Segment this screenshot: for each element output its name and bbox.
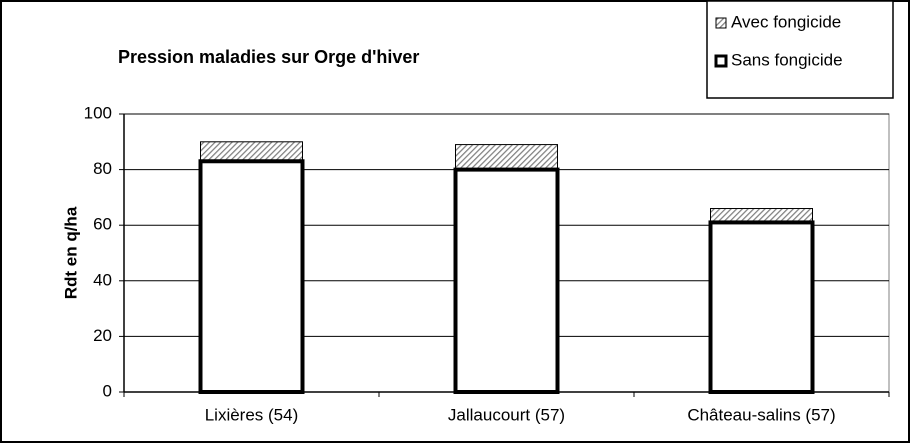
y-tick-label: 80: [93, 159, 112, 178]
legend-box: [706, 0, 894, 99]
x-tick-label: Jallaucourt (57): [448, 405, 565, 424]
legend-swatch: [715, 17, 727, 29]
legend-label: Avec fongicide: [731, 12, 841, 31]
y-tick-label: 60: [93, 215, 112, 234]
y-tick-label: 40: [93, 270, 112, 289]
y-tick-label: 20: [93, 326, 112, 345]
legend-swatch: [714, 54, 728, 68]
y-tick-label: 0: [103, 381, 112, 400]
y-tick-label: 100: [84, 103, 112, 122]
x-tick-label: Château-salins (57): [687, 405, 835, 424]
bar: [708, 220, 815, 394]
bar: [198, 159, 305, 394]
bar: [453, 167, 560, 394]
y-axis-label: Rdt en q/ha: [61, 206, 80, 299]
chart-title: Pression maladies sur Orge d'hiver: [118, 47, 419, 67]
legend-label: Sans fongicide: [731, 50, 843, 69]
x-tick-label: Lixières (54): [205, 405, 299, 424]
